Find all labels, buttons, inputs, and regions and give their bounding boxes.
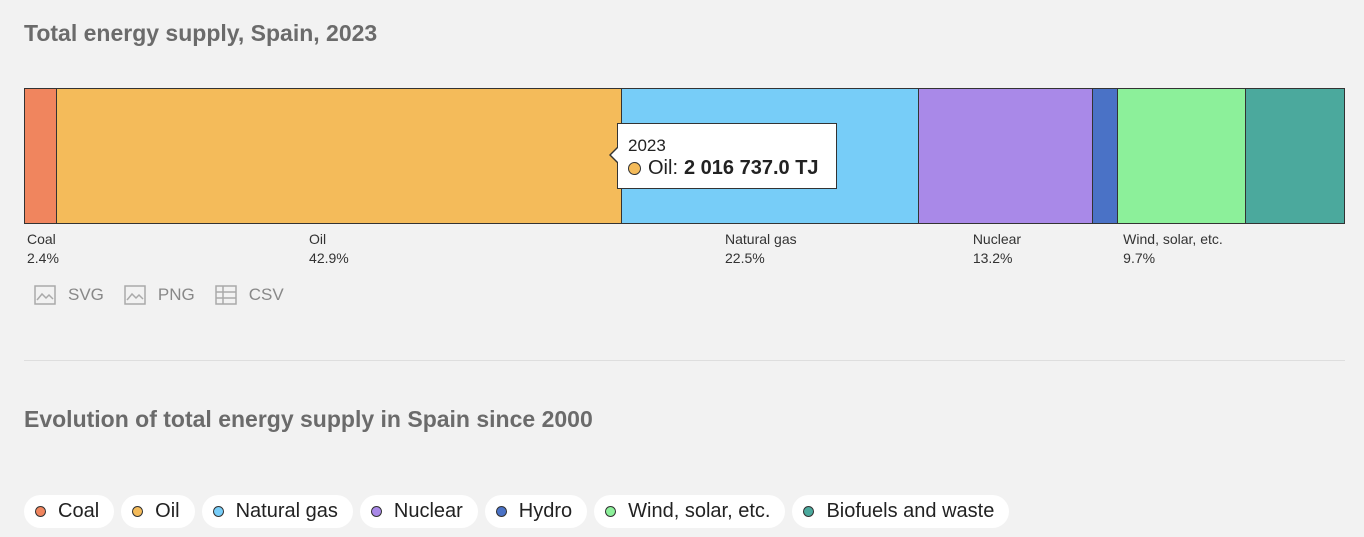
bar-segment-coal[interactable]	[25, 89, 57, 223]
legend-dot-icon	[35, 506, 46, 517]
tooltip-year: 2023	[628, 136, 666, 155]
legend-label: Hydro	[518, 500, 573, 522]
download-svg-button[interactable]: SVG	[34, 285, 104, 305]
section-title: Evolution of total energy supply in Spai…	[24, 406, 593, 432]
bar-segment-biofuels-and-waste[interactable]	[1246, 89, 1344, 223]
image-icon	[34, 285, 56, 305]
chart-title: Total energy supply, Spain, 2023	[24, 20, 378, 46]
legend-dot-icon	[132, 506, 144, 517]
legend-label: Wind, solar, etc.	[628, 500, 771, 522]
download-options: SVG PNG CSV	[34, 285, 284, 305]
bar-segment-oil[interactable]	[56, 89, 623, 223]
download-csv-button[interactable]: CSV	[215, 285, 284, 305]
legend-item-nuclear[interactable]: Nuclear	[359, 495, 478, 528]
divider	[24, 360, 1345, 361]
download-svg-label: SVG	[68, 285, 104, 304]
segment-label-percent: 13.2%	[972, 250, 1013, 266]
stacked-bar	[24, 88, 1345, 224]
legend-dot-icon	[495, 506, 507, 517]
segment-label-wind-solar-etc: Wind, solar, etc. 9.7%	[1123, 230, 1223, 268]
segment-label-name: Oil	[309, 231, 327, 247]
legend-item-coal[interactable]: Coal	[24, 495, 115, 528]
segment-label-coal: Coal 2.4%	[27, 230, 59, 268]
segment-label-name: Coal	[27, 231, 56, 247]
bar-segment-nuclear[interactable]	[919, 89, 1094, 223]
legend-label: Coal	[58, 500, 100, 522]
segment-labels: Coal 2.4% Oil 42.9% Natural gas 22.5% Nuclear 1…	[24, 230, 1345, 270]
tooltip: 2023 Oil: 2 016 737.0 TJ	[609, 123, 837, 189]
legend-item-biofuels-and-waste[interactable]: Biofuels and waste	[792, 495, 1010, 528]
download-png-label: PNG	[157, 285, 195, 304]
image-icon	[124, 285, 146, 305]
legend-dot-icon	[605, 506, 617, 517]
segment-label-name: Nuclear	[972, 231, 1022, 247]
segment-label-oil: Oil 42.9%	[309, 230, 349, 268]
legend-item-natural-gas[interactable]: Natural gas	[201, 495, 353, 528]
table-icon	[215, 285, 237, 305]
legend-label: Natural gas	[235, 500, 338, 522]
legend-dot-icon	[370, 506, 382, 517]
legend-label: Oil	[155, 500, 180, 522]
legend-dot-icon	[803, 506, 815, 517]
legend: Coal Oil Natural gas Nuclear Hydro Wind, sola…	[24, 495, 1010, 528]
tooltip-dot-icon	[628, 161, 641, 175]
legend-label: Biofuels and waste	[826, 500, 995, 522]
download-png-button[interactable]: PNG	[124, 285, 195, 305]
segment-label-natural-gas: Natural gas 22.5%	[725, 230, 797, 268]
legend-item-hydro[interactable]: Hydro	[484, 495, 588, 528]
segment-label-percent: 2.4%	[27, 250, 59, 266]
segment-label-percent: 22.5%	[725, 250, 765, 266]
segment-label-percent: 9.7%	[1123, 250, 1156, 266]
segment-label-name: Natural gas	[725, 231, 797, 247]
segment-label-nuclear: Nuclear 13.2%	[973, 230, 1021, 268]
download-csv-label: CSV	[248, 285, 284, 304]
tooltip-series: Oil:	[648, 157, 678, 179]
bar-segment-wind-solar-etc[interactable]	[1118, 89, 1247, 223]
bar-segment-hydro[interactable]	[1093, 89, 1119, 223]
legend-dot-icon	[212, 506, 224, 517]
legend-label: Nuclear	[393, 500, 463, 522]
tooltip-value: 2 016 737.0 TJ	[684, 157, 819, 179]
legend-item-wind-solar-etc[interactable]: Wind, solar, etc.	[594, 495, 786, 528]
legend-item-oil[interactable]: Oil	[121, 495, 195, 528]
segment-label-percent: 42.9%	[309, 250, 349, 266]
segment-label-name: Wind, solar, etc.	[1123, 231, 1223, 247]
tooltip-row: Oil: 2 016 737.0 TJ	[628, 157, 836, 179]
